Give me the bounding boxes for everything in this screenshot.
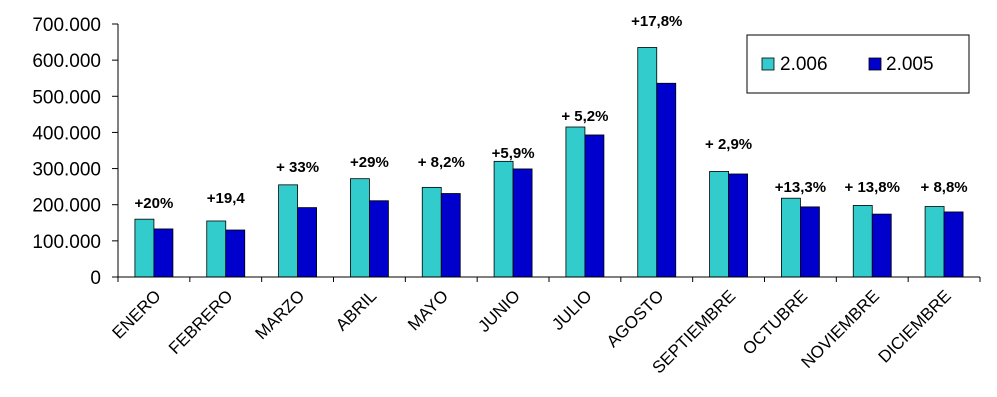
bar-2006-octubre (781, 197, 801, 278)
annotation-mayo: + 8,2% (418, 154, 465, 171)
legend-swatch-2006 (761, 57, 775, 71)
bar-2005-enero (153, 228, 174, 278)
bar-2006-julio (565, 126, 586, 278)
category-label-junio: JUNIO (474, 286, 523, 335)
annotation-octubre: +13,3% (775, 179, 826, 196)
y-tick-label: 400.000 (32, 123, 101, 144)
annotation-junio: +5,9% (492, 145, 535, 162)
category-label-agosto: AGOSTO (603, 286, 668, 351)
legend-box (746, 34, 970, 94)
bar-2006-febrero (206, 220, 227, 278)
x-axis: ENERO FEBRERO MARZO ABRIL MAYO JUNIO JULIO AGOS… (109, 276, 981, 377)
legend-swatch-2005 (868, 57, 882, 71)
annotation-septiembre: + 2,9% (705, 136, 752, 153)
bar-2006-septiembre (709, 171, 729, 278)
bar-2006-junio (493, 160, 514, 278)
bar-2005-noviembre (871, 213, 892, 278)
bar-2006-agosto (637, 47, 658, 278)
bar-2005-diciembre (943, 211, 964, 278)
annotation-noviembre: + 13,8% (845, 179, 900, 196)
category-label-diciembre: DICIEMBRE (875, 286, 955, 366)
y-tick-label: 700.000 (32, 15, 101, 36)
y-tick-label: 100.000 (32, 232, 101, 253)
annotation-marzo: + 33% (276, 159, 319, 176)
legend-label-2006: 2.006 (780, 54, 828, 75)
bar-2006-enero (134, 218, 155, 278)
bar-2006-mayo (421, 186, 442, 278)
category-label-abril: ABRIL (332, 286, 380, 334)
y-tick-label: 200.000 (32, 196, 101, 217)
category-label-octubre: OCTUBRE (739, 286, 811, 358)
category-label-mayo: MAYO (404, 286, 452, 334)
legend: 2.006 2.005 (746, 34, 970, 94)
y-tick-label: 0 (90, 268, 101, 289)
bar-2005-septiembre (728, 173, 748, 278)
legend-label-2005: 2.005 (886, 54, 934, 75)
bar-annotations: +20% +19,4 + 33% +29% + 8,2% +5,9% + 5,2% +17,8… (135, 13, 968, 212)
bar-2006-abril (350, 178, 370, 278)
y-tick-label: 300.000 (32, 160, 101, 181)
category-label-marzo: MARZO (252, 286, 309, 343)
bar-2006-marzo (278, 184, 298, 278)
bar-2005-abril (369, 200, 389, 278)
category-label-enero: ENERO (109, 286, 165, 342)
bars (134, 47, 964, 278)
bar-2005-marzo (297, 207, 317, 278)
bar-2005-mayo (440, 193, 461, 278)
annotation-diciembre: + 8,8% (921, 179, 968, 196)
y-axis: 0 100.000 200.000 300.000 400.000 500.000 600.… (32, 15, 119, 289)
annotation-abril: +29% (350, 154, 389, 171)
annotation-enero: +20% (135, 195, 174, 212)
bar-2005-junio (512, 168, 533, 278)
bar-2006-noviembre (852, 205, 873, 278)
y-tick-label: 500.000 (32, 87, 101, 108)
bar-2005-julio (584, 134, 605, 278)
bar-2006-diciembre (924, 206, 945, 278)
category-label-febrero: FEBRERO (165, 286, 237, 358)
y-tick-label: 600.000 (32, 51, 101, 72)
annotation-julio: + 5,2% (561, 108, 608, 125)
bar-2005-febrero (225, 229, 246, 278)
annotation-febrero: +19,4 (207, 190, 246, 207)
bar-2005-octubre (800, 206, 820, 278)
category-label-julio: JULIO (548, 286, 596, 334)
bar-2005-agosto (656, 82, 677, 278)
annotation-agosto: +17,8% (631, 13, 682, 30)
